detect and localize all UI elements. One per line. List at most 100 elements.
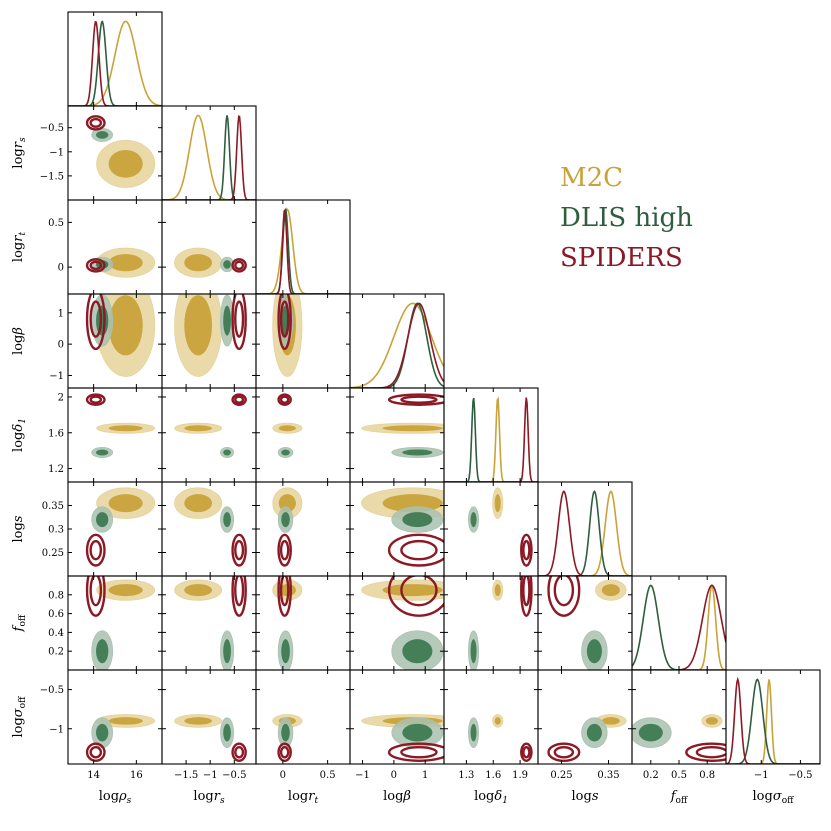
x-tick-label: 0.5 — [671, 770, 687, 781]
contour-outer-spiders — [231, 294, 247, 351]
y-axis-label-soff: logσoff — [11, 696, 28, 738]
label-symbol: ρ — [118, 789, 127, 804]
contour-inner-spiders — [522, 576, 531, 607]
panel-frame — [255, 199, 351, 295]
y-tick-label: 0.25 — [42, 548, 64, 559]
contour-inner-spiders — [89, 260, 103, 271]
contour-inner-spiders — [89, 746, 103, 759]
label-symbol: δ — [11, 424, 26, 432]
contour-outer-spiders — [277, 533, 292, 567]
x-tick-label: 1.6 — [485, 770, 501, 781]
contour-outer-spiders — [231, 742, 247, 762]
panel-beta-rt — [255, 293, 351, 389]
contour-inner-m2c — [108, 295, 143, 356]
marginal-curve-m2c — [632, 583, 726, 670]
contour-inner-dlis-high — [586, 639, 602, 664]
y-tick-label: −0.5 — [40, 685, 64, 696]
contour-inner-dlis-high — [281, 639, 290, 664]
x-tick-label: −1.5 — [174, 770, 198, 781]
contour-inner-spiders — [89, 539, 103, 561]
y-tick-label: −1 — [49, 724, 64, 735]
x-tick-label: −1 — [754, 770, 769, 781]
contour-inner-dlis-high — [638, 723, 663, 742]
y-tick-label: −1 — [49, 147, 64, 158]
label-base: log — [11, 717, 26, 737]
panel-delta-delta — [443, 387, 539, 483]
contour-inner-dlis-high — [223, 305, 231, 336]
legend-entry-spiders: SPIDERS — [560, 243, 683, 273]
marginal-curve-m2c — [256, 208, 350, 294]
label-symbol: β — [402, 789, 411, 804]
contour-outer-spiders — [547, 576, 581, 617]
contour-outer-spiders — [231, 393, 247, 406]
y-tick-label: 0.35 — [42, 501, 64, 512]
contour-inner-m2c — [601, 717, 620, 725]
panel-rho-rho — [67, 11, 163, 107]
y-tick-label: 0.3 — [48, 525, 64, 536]
contour-outer-spiders — [277, 294, 292, 351]
label-base: log — [383, 789, 403, 804]
contour-inner-m2c — [184, 295, 213, 356]
contour-inner-spiders — [234, 260, 245, 271]
contour-inner-spiders — [279, 539, 290, 561]
panel-content — [632, 714, 726, 762]
panel-content — [350, 302, 444, 388]
panel-beta-rho: 1 0 −1 — [49, 293, 163, 389]
contour-outer-spiders — [277, 576, 292, 617]
contour-inner-spiders — [234, 395, 245, 404]
contour-inner-spiders — [553, 576, 575, 607]
panel-foff-rt — [255, 575, 351, 671]
contour-inner-spiders — [89, 117, 103, 128]
contour-outer-spiders — [685, 742, 726, 762]
contour-inner-spiders — [522, 746, 531, 759]
contour-outer-spiders — [85, 115, 106, 131]
panel-content — [174, 714, 247, 762]
panel-content — [361, 487, 444, 567]
label-symbol: r — [11, 141, 26, 148]
contour-outer-spiders — [387, 533, 444, 567]
marginal-curve-dlis-high — [726, 678, 820, 764]
label-base: log — [11, 432, 26, 452]
panel-delta-rt — [255, 387, 351, 483]
panel-content — [162, 114, 256, 200]
panel-frame — [631, 575, 727, 671]
panel-soff-rs: −1.5 −1 −0.5 — [161, 669, 257, 781]
label-symbol: f — [11, 624, 26, 632]
contour-inner-m2c — [494, 717, 501, 725]
panel-content — [85, 247, 156, 278]
contour-inner-spiders — [695, 746, 726, 759]
panel-content — [468, 576, 533, 670]
contour-inner-spiders — [234, 576, 245, 607]
label-base: log — [572, 789, 592, 804]
panel-foff-delta — [443, 575, 539, 671]
contour-inner-dlis-high — [223, 723, 231, 742]
panel-content — [444, 396, 538, 482]
x-tick-label: 0.2 — [643, 770, 659, 781]
x-axis-label-soff: logσoff — [753, 789, 795, 806]
contour-inner-spiders — [522, 539, 531, 561]
x-tick-label: −1 — [203, 770, 218, 781]
panel-frame — [161, 199, 257, 295]
x-tick-label: −0.5 — [788, 770, 812, 781]
panel-foff-foff — [631, 575, 727, 671]
panel-frame — [255, 481, 351, 577]
y-axis-label-s: logs — [11, 515, 26, 542]
contour-inner-m2c — [184, 494, 213, 513]
contour-outer-spiders — [85, 294, 106, 351]
contour-outer-spiders — [387, 576, 444, 617]
contour-inner-spiders — [234, 746, 245, 759]
contour-inner-dlis-high — [223, 639, 231, 664]
label-symbol: r — [11, 235, 26, 242]
y-tick-label: 0.8 — [48, 590, 64, 601]
contour-inner-dlis-high — [281, 512, 290, 528]
panel-content — [538, 489, 632, 576]
panel-content — [272, 393, 303, 458]
panel-content — [174, 294, 247, 377]
contour-outer-spiders — [85, 576, 106, 617]
marginal-curve-dlis-high — [68, 20, 162, 106]
contour-outer-spiders — [277, 393, 292, 406]
contour-inner-dlis-high — [586, 723, 602, 742]
contour-inner-spiders — [89, 300, 103, 338]
contour-inner-m2c — [184, 425, 213, 432]
panel-content — [726, 676, 820, 764]
